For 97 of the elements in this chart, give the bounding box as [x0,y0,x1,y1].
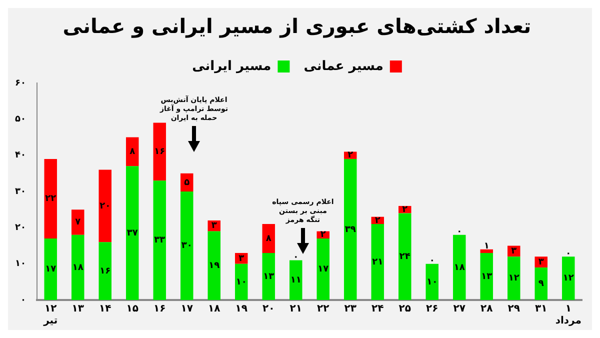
bar [98,170,112,242]
x-tick-label: ۱۹ [235,304,248,315]
y-tick-label: ۰ [20,295,26,306]
data-label: ۸ [130,147,136,158]
data-label: ۱۳ [481,272,493,282]
bar [262,224,275,253]
x-tick-label: ۱۸ [208,304,220,315]
x-tick-label: ۱۳ [72,304,84,315]
bar [180,192,194,300]
bar [534,267,548,300]
data-label: ۱ [484,242,490,252]
data-label: ۵ [184,178,190,188]
data-label: ۰ [429,256,435,266]
bar [126,137,139,166]
data-label: ۳۹ [344,224,356,235]
bar [480,249,493,253]
bar [562,256,575,300]
bar [426,264,438,300]
data-label: ۱۰ [236,277,247,288]
x-tick-label: ۲۶ [426,304,438,315]
bar [316,238,330,300]
y-tick-label: ۴۰ [14,150,26,161]
bar [234,264,248,300]
x-tick-label: ۲۴ [372,304,384,315]
data-label: ۱۶ [154,147,166,158]
data-label: ۲ [348,150,354,161]
bar [344,158,357,300]
data-label: ۱۷ [318,264,330,275]
data-label: ۲۱ [372,257,384,268]
x-tick-label: ۲۱ [290,304,302,315]
y-tick-label: ۵۰ [14,114,26,125]
data-label: ۱۹ [208,260,220,271]
y-tick-label: ۳۰ [14,186,26,197]
data-label: ۸ [266,234,272,244]
x-tick-label: ۱۴ [99,304,112,315]
x-tick-label: ۲۳ [344,304,356,315]
x-tick-label: ۱۶ [154,304,166,315]
legend-label: مسیر عمانی [304,58,384,74]
data-label: ۰ [293,252,299,263]
chart-title: تعداد کشتی‌های عبوری از مسیر ایرانی و عمانی [62,14,532,38]
x-tick-label: ۲۲ [317,304,330,315]
data-label: ۳ [511,246,518,257]
data-label: ۱۰ [426,277,438,288]
data-label: ۱۷ [45,264,57,275]
bar [44,158,57,239]
data-label: ۱۱ [290,275,302,286]
data-label: ۱۸ [72,262,84,273]
data-label: ۹ [538,279,544,290]
x-tick-label: ۲۹ [508,304,520,315]
data-label: ۳۰ [181,241,192,252]
data-label: ۳۳ [154,236,166,246]
y-tick-label: ۱۰ [14,259,26,270]
bar [508,256,520,300]
x-tick-label: ۱۲ تیر [42,304,58,327]
data-label: ۳۷ [126,228,138,238]
data-label: ۱۳ [263,272,275,282]
x-tick-label: ۱ مرداد [555,304,582,327]
bar [44,238,57,300]
legend-label: مسیر ایرانی [192,58,272,74]
data-label: ۱۶ [100,266,111,276]
data-label: ۲۴ [399,252,411,262]
x-tick-label: ۲۰ [262,304,275,315]
data-label: ۱۲ [562,274,574,284]
bar [153,180,166,300]
bar [98,242,112,300]
bar [398,213,412,300]
data-label: ۳ [238,254,245,264]
data-label: ۲ [402,204,408,215]
bar [126,166,139,300]
data-label: ۳ [538,257,544,268]
x-tick-label: ۳۱ [535,304,548,315]
data-label: ۲۰ [100,201,111,212]
x-tick-label: ۲۵ [398,304,411,315]
data-label: ۲ [320,230,326,240]
bar [208,231,220,300]
bar [371,224,384,300]
y-tick-label: ۲۰ [14,223,26,234]
bar [262,252,275,300]
data-label: ۲ [374,216,381,226]
x-tick-label: ۲۷ [453,304,466,315]
data-label: ۷ [75,218,82,228]
bar [71,234,84,300]
data-label: ۱۲ [508,274,520,284]
bar [153,122,166,181]
bar [71,210,84,235]
bar [480,252,493,300]
data-label: ۲۲ [45,194,57,204]
data-label: ۳ [211,221,218,232]
x-tick-label: ۲۸ [480,304,493,315]
data-label: ۱۸ [454,262,466,273]
data-label: ۰ [566,248,572,259]
x-tick-label: ۱۷ [180,304,193,315]
bar [453,234,466,300]
y-tick-label: ۶۰ [14,78,26,88]
bar [290,260,302,300]
x-tick-label: ۱۵ [126,304,138,315]
data-label: ۰ [456,227,462,238]
